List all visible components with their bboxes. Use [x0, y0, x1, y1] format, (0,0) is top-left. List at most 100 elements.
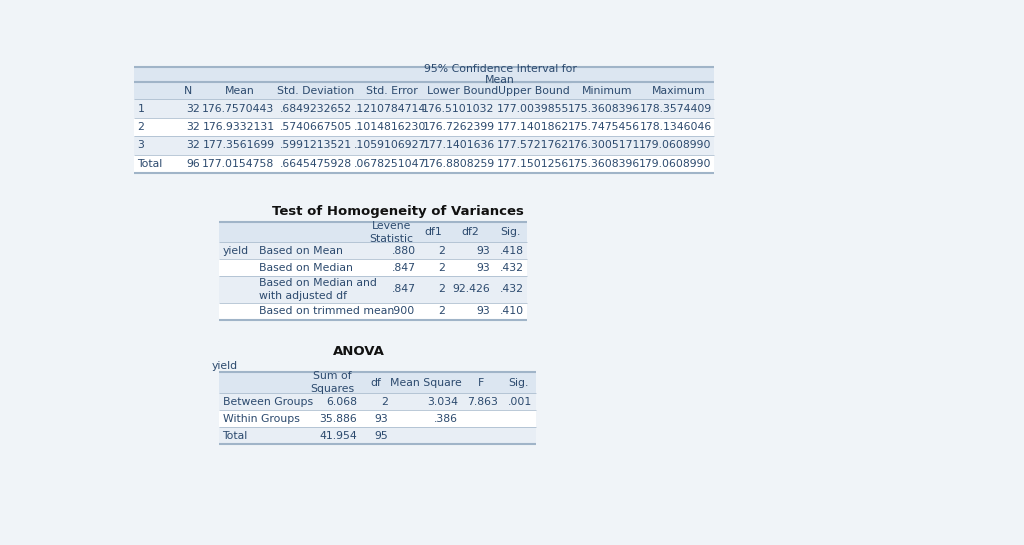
Text: 32: 32 [186, 104, 200, 113]
Bar [571, 99, 643, 118]
Text: Total: Total [222, 431, 248, 441]
Bar [461, 410, 502, 427]
Text: 95: 95 [375, 431, 388, 441]
Text: .432: .432 [500, 284, 524, 294]
Text: 176.7570443: 176.7570443 [202, 104, 274, 113]
Text: .880: .880 [391, 246, 416, 256]
Bar [134, 136, 174, 155]
Bar [256, 276, 365, 302]
Text: N: N [184, 86, 193, 96]
Bar [305, 372, 360, 393]
Text: Between Groups: Between Groups [222, 397, 312, 407]
Text: yield: yield [222, 246, 249, 256]
Text: F: F [478, 378, 484, 387]
Bar [134, 67, 714, 82]
Bar [219, 372, 305, 393]
Bar [571, 136, 643, 155]
Bar [461, 427, 502, 444]
Bar [354, 99, 429, 118]
Text: 2: 2 [438, 246, 445, 256]
Bar [305, 393, 360, 410]
Bar [461, 372, 502, 393]
Text: Based on Mean: Based on Mean [259, 246, 343, 256]
Bar [419, 259, 449, 276]
Text: 177.0154758: 177.0154758 [202, 159, 274, 169]
Bar [256, 243, 365, 259]
Text: .1059106927: .1059106927 [354, 141, 426, 150]
Text: .410: .410 [500, 306, 524, 316]
Text: .900: .900 [391, 306, 416, 316]
Bar [203, 136, 276, 155]
Text: yield: yield [212, 361, 238, 371]
Bar [365, 276, 419, 302]
Text: 177.1401636: 177.1401636 [422, 141, 495, 150]
Bar [643, 118, 714, 136]
Text: .6645475928: .6645475928 [280, 159, 352, 169]
Bar [493, 243, 527, 259]
Bar [449, 222, 493, 243]
Text: .5740667505: .5740667505 [280, 122, 352, 132]
Text: .1014816230: .1014816230 [354, 122, 426, 132]
Bar [449, 243, 493, 259]
Text: Total: Total [137, 159, 163, 169]
Text: Within Groups: Within Groups [222, 414, 299, 424]
Bar [391, 372, 461, 393]
Bar [256, 222, 365, 243]
Bar [497, 155, 571, 173]
Bar [429, 136, 497, 155]
Bar [449, 259, 493, 276]
Bar [219, 302, 256, 319]
Text: Mean Square: Mean Square [390, 378, 462, 387]
Bar [174, 155, 203, 173]
Bar [502, 372, 536, 393]
Text: 35.886: 35.886 [319, 414, 357, 424]
Text: 177.3561699: 177.3561699 [203, 141, 274, 150]
Bar [203, 155, 276, 173]
Bar [429, 118, 497, 136]
Bar [643, 155, 714, 173]
Bar [134, 155, 174, 173]
Bar [203, 82, 276, 99]
Text: ANOVA: ANOVA [333, 346, 385, 359]
Bar [354, 136, 429, 155]
Text: 177.1501256: 177.1501256 [497, 159, 569, 169]
Bar [449, 276, 493, 302]
Text: .6849232652: .6849232652 [280, 104, 352, 113]
Text: Upper Bound: Upper Bound [499, 86, 570, 96]
Text: Test of Homogeneity of Variances: Test of Homogeneity of Variances [271, 205, 523, 218]
Bar [419, 276, 449, 302]
Text: 2: 2 [438, 263, 445, 273]
Text: 175.3608396: 175.3608396 [568, 159, 640, 169]
Bar [497, 118, 571, 136]
Text: 179.0608990: 179.0608990 [639, 159, 712, 169]
Text: 2: 2 [438, 284, 445, 294]
Bar [461, 393, 502, 410]
Text: Based on Median and
with adjusted df: Based on Median and with adjusted df [259, 278, 377, 301]
Bar [305, 427, 360, 444]
Text: .5991213521: .5991213521 [280, 141, 352, 150]
Bar [497, 82, 571, 99]
Bar [502, 427, 536, 444]
Text: Mean: Mean [224, 86, 255, 96]
Bar [134, 118, 174, 136]
Text: .1210784714: .1210784714 [354, 104, 426, 113]
Bar [502, 410, 536, 427]
Bar [276, 136, 354, 155]
Text: .0678251047: .0678251047 [354, 159, 426, 169]
Bar [256, 259, 365, 276]
Bar [571, 155, 643, 173]
Text: 1: 1 [137, 104, 144, 113]
Text: Lower Bound: Lower Bound [427, 86, 499, 96]
Bar [643, 82, 714, 99]
Bar [219, 243, 256, 259]
Bar [449, 302, 493, 319]
Bar [419, 222, 449, 243]
Bar [360, 410, 391, 427]
Text: .847: .847 [391, 284, 416, 294]
Bar [360, 372, 391, 393]
Bar [219, 276, 256, 302]
Bar [256, 302, 365, 319]
Text: 2: 2 [438, 306, 445, 316]
Bar [174, 136, 203, 155]
Text: 3: 3 [137, 141, 144, 150]
